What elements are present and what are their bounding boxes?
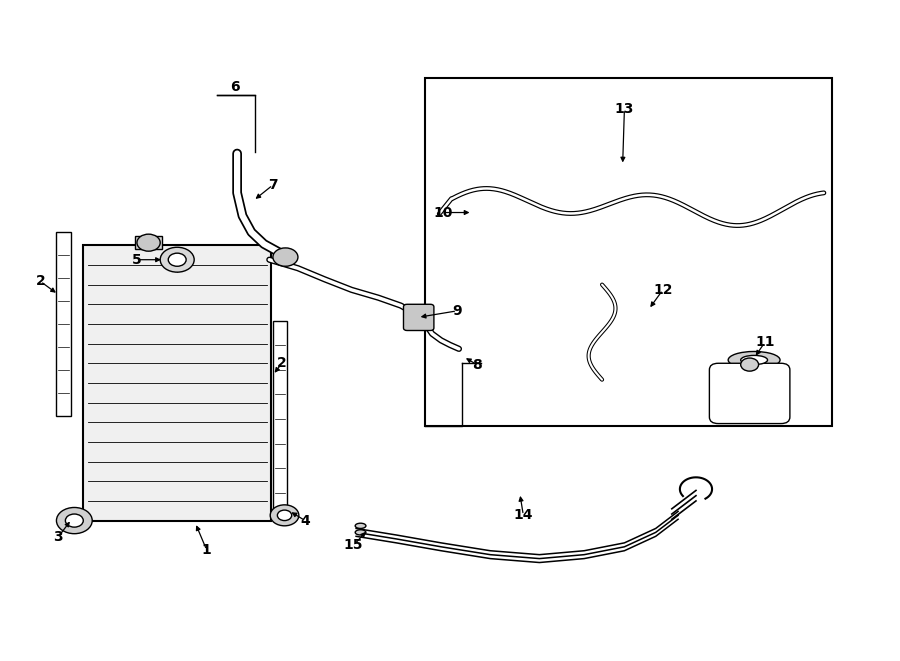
Text: 1: 1 <box>202 543 211 557</box>
FancyBboxPatch shape <box>403 304 434 330</box>
Circle shape <box>741 358 759 371</box>
Text: 15: 15 <box>344 539 363 553</box>
Circle shape <box>273 248 298 266</box>
Text: 11: 11 <box>755 335 775 349</box>
Text: 13: 13 <box>615 102 634 116</box>
Text: 6: 6 <box>230 80 240 94</box>
Bar <box>425 78 832 426</box>
Text: 4: 4 <box>301 514 310 527</box>
Circle shape <box>270 505 299 525</box>
Text: 5: 5 <box>132 253 142 266</box>
Circle shape <box>137 234 160 251</box>
Bar <box>273 321 287 518</box>
FancyBboxPatch shape <box>709 364 790 424</box>
Circle shape <box>66 514 84 527</box>
Text: 14: 14 <box>514 508 533 522</box>
Circle shape <box>168 253 186 266</box>
Bar <box>57 232 71 416</box>
Text: 12: 12 <box>653 283 672 297</box>
Text: 3: 3 <box>53 530 63 544</box>
Text: 8: 8 <box>472 358 482 371</box>
Ellipse shape <box>741 356 768 365</box>
Ellipse shape <box>356 524 366 528</box>
Text: 7: 7 <box>268 178 278 192</box>
Circle shape <box>160 247 194 272</box>
Text: 9: 9 <box>453 304 462 318</box>
Circle shape <box>277 510 292 521</box>
Text: 2: 2 <box>277 356 287 370</box>
Circle shape <box>57 508 92 533</box>
Ellipse shape <box>728 352 780 369</box>
Text: 10: 10 <box>433 206 453 219</box>
Bar <box>135 236 162 249</box>
Text: 2: 2 <box>35 274 45 288</box>
Bar <box>84 245 271 521</box>
Ellipse shape <box>356 529 366 535</box>
